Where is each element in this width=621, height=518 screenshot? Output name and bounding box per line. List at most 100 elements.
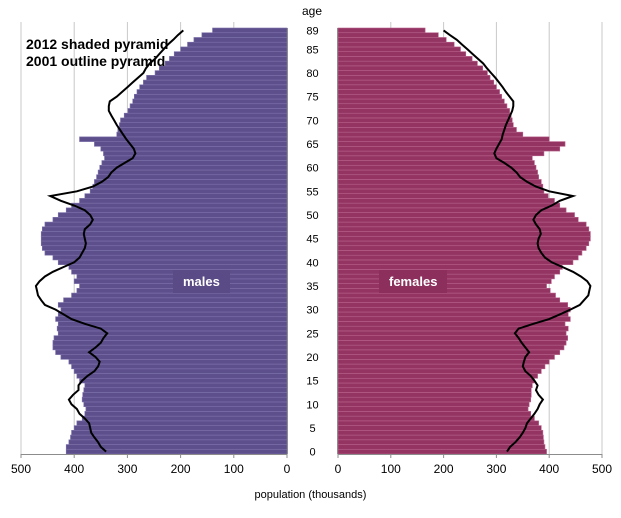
female-bar-age-33 (337, 292, 556, 299)
male-bar-age-15 (79, 377, 288, 384)
female-bar-age-78 (337, 79, 495, 86)
male-bar-age-40 (57, 259, 288, 265)
male-bar-age-6 (76, 420, 288, 426)
female-bar-age-88 (337, 32, 439, 38)
female-bar-age-4 (337, 430, 544, 436)
female-bar-age-38 (337, 269, 561, 275)
female-bar-age-9 (337, 406, 529, 412)
age-tick-label-65: 65 (306, 139, 318, 151)
male-outline-2001 (34, 29, 184, 453)
male-bar-age-18 (71, 363, 288, 370)
female-bar-age-15 (337, 377, 535, 384)
male-bar-age-87 (193, 37, 288, 43)
male-bar-age-48 (44, 221, 288, 228)
female-x-tick-label-400: 400 (539, 462, 559, 476)
male-bar-age-5 (73, 425, 288, 431)
male-bar-age-86 (187, 41, 288, 48)
male-bar-age-76 (136, 89, 288, 95)
males-label: males (173, 270, 230, 293)
x-axis-title: population (thousands) (254, 489, 367, 501)
female-bar-age-75 (337, 93, 502, 100)
female-bar-age-10 (337, 401, 530, 407)
female-bar-age-87 (337, 37, 447, 43)
male-bar-age-78 (143, 79, 288, 86)
age-tick-label-40: 40 (306, 257, 318, 269)
male-bar-age-17 (73, 368, 288, 374)
age-tick-label-35: 35 (306, 281, 318, 293)
male-x-tick-label-500: 500 (11, 462, 31, 476)
female-bar-age-89 (337, 27, 426, 34)
male-bar-age-83 (169, 56, 288, 62)
age-tick-label-89: 89 (306, 25, 318, 37)
female-bar-age-71 (337, 112, 512, 119)
female-bar-age-16 (337, 373, 538, 379)
age-tick-label-85: 85 (306, 44, 318, 56)
male-bar-age-72 (127, 108, 288, 114)
female-bar-age-44 (337, 240, 590, 247)
male-bar-age-16 (76, 373, 288, 379)
male-bar-age-28 (55, 316, 288, 322)
male-bar-age-11 (81, 396, 288, 403)
male-bar-age-44 (40, 240, 288, 247)
male-bar-age-64 (100, 146, 288, 152)
male-bar-age-77 (139, 84, 288, 90)
female-bar-age-51 (337, 207, 567, 213)
male-bar-age-0 (65, 448, 288, 455)
male-bar-age-70 (120, 117, 288, 123)
male-bar-age-84 (173, 51, 288, 57)
male-bar-age-33 (71, 292, 288, 299)
age-tick-label-80: 80 (306, 68, 318, 80)
female-bar-age-0 (337, 448, 547, 455)
male-bar-age-79 (146, 75, 288, 81)
female-x-tick-label-0: 0 (335, 462, 342, 476)
female-bar-age-63 (337, 150, 545, 157)
age-tick-label-60: 60 (306, 163, 318, 175)
female-bar-age-54 (337, 193, 549, 199)
male-bar-age-71 (123, 112, 288, 119)
age-tick-label-50: 50 (306, 210, 318, 222)
male-bar-age-41 (52, 254, 288, 261)
female-bar-age-46 (337, 231, 591, 237)
male-bar-age-31 (57, 302, 288, 308)
male-bar-age-54 (84, 193, 288, 199)
female-x-tick-label-300: 300 (486, 462, 506, 476)
female-bar-age-18 (337, 363, 546, 370)
female-bar-age-67 (337, 131, 524, 138)
male-bar-age-55 (89, 188, 288, 194)
male-bar-age-80 (154, 70, 288, 76)
female-bar-age-12 (337, 392, 532, 398)
female-x-tick-label-100: 100 (381, 462, 401, 476)
female-bar-age-21 (337, 349, 561, 355)
female-bar-age-13 (337, 387, 532, 393)
male-bar-age-23 (52, 340, 288, 346)
female-bar-age-53 (337, 198, 555, 204)
male-bar-age-47 (41, 226, 288, 232)
female-bar-age-23 (337, 340, 567, 346)
female-bar-age-1 (337, 444, 546, 450)
female-bar-age-59 (337, 169, 538, 176)
male-bar-age-63 (103, 150, 288, 157)
female-bar-age-84 (337, 51, 467, 57)
male-bar-age-81 (159, 65, 288, 71)
male-bar-age-10 (83, 401, 288, 407)
age-tick-labels: 0 5 10 15 20 25 30 35 40 45 50 55 60 65 70 75 80 85 89 (306, 25, 318, 458)
x-tick-labels: 0 0 100 100 200 200 300 300 400 400 500 500 (11, 454, 612, 476)
female-bar-age-26 (337, 325, 569, 332)
male-bar-age-24 (53, 335, 288, 341)
female-bar-age-39 (337, 264, 563, 270)
female-bar-age-60 (337, 164, 537, 171)
age-tick-label-0: 0 (309, 447, 315, 459)
male-bar-age-51 (65, 207, 288, 213)
female-bar-age-5 (337, 425, 542, 431)
male-bar-age-30 (60, 306, 288, 313)
age-tick-label-5: 5 (309, 423, 315, 435)
age-tick-label-75: 75 (306, 92, 318, 104)
male-bar-age-61 (101, 160, 288, 166)
female-bar-age-17 (337, 368, 542, 374)
male-bar-age-13 (83, 387, 288, 393)
age-tick-label-25: 25 (306, 328, 318, 340)
axes (21, 28, 602, 455)
annotation-line-shaded: 2012 shaded pyramid (26, 36, 169, 52)
male-bar-age-50 (57, 212, 288, 218)
female-bar-age-11 (337, 396, 532, 403)
